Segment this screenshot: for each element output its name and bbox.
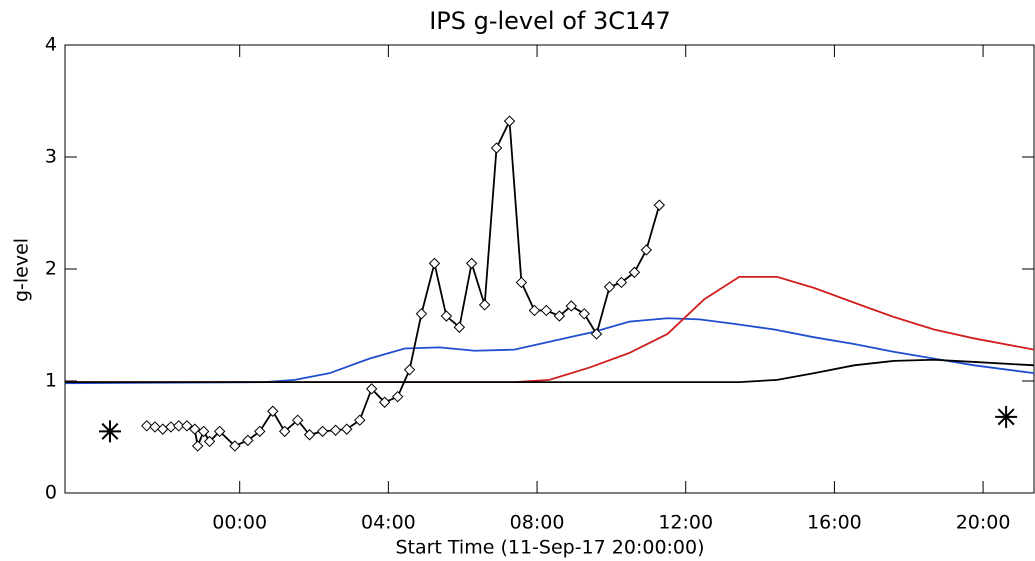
data-point bbox=[590, 328, 603, 340]
x-tick-label: 16:00 bbox=[807, 512, 862, 534]
data-point bbox=[329, 424, 342, 436]
data-point bbox=[515, 276, 528, 289]
data-point bbox=[303, 429, 316, 441]
series-line bbox=[146, 117, 661, 450]
x-tick-label: 08:00 bbox=[510, 512, 565, 534]
data-point bbox=[278, 425, 291, 438]
data-point bbox=[428, 257, 441, 270]
data-point bbox=[181, 420, 193, 432]
data-point bbox=[453, 321, 466, 333]
series-line bbox=[65, 275, 1035, 384]
plot-frame bbox=[64, 44, 1035, 494]
data-point bbox=[653, 199, 666, 211]
data-point bbox=[189, 423, 201, 435]
data-point bbox=[440, 310, 453, 322]
data-point bbox=[173, 420, 185, 432]
data-point bbox=[197, 425, 210, 438]
data-point bbox=[316, 425, 329, 438]
asterisk-marker bbox=[995, 405, 1018, 428]
data-point bbox=[378, 396, 391, 408]
data-point bbox=[391, 390, 404, 403]
y-axis-label: g-level bbox=[11, 238, 33, 302]
data-point bbox=[540, 304, 553, 317]
y-tick-label: 3 bbox=[45, 146, 57, 168]
x-tick-label: 20:00 bbox=[956, 512, 1011, 534]
series-line bbox=[65, 358, 1035, 384]
data-point bbox=[615, 276, 628, 289]
x-tick-label: 04:00 bbox=[361, 512, 416, 534]
x-tick-label: 12:00 bbox=[658, 512, 713, 534]
data-point bbox=[191, 440, 204, 452]
y-tick-label: 0 bbox=[45, 482, 57, 504]
x-tick-label: 00:00 bbox=[212, 512, 267, 534]
data-point bbox=[465, 257, 478, 270]
data-point bbox=[354, 414, 366, 426]
series-line bbox=[64, 317, 1035, 385]
data-point bbox=[528, 304, 541, 317]
y-tick-label: 2 bbox=[45, 258, 57, 280]
data-point bbox=[603, 281, 616, 293]
data-point bbox=[341, 423, 353, 435]
data-point bbox=[365, 383, 378, 395]
data-point bbox=[403, 364, 416, 376]
data-point bbox=[478, 299, 491, 311]
data-point bbox=[141, 420, 153, 432]
data-point bbox=[203, 435, 216, 448]
data-point bbox=[229, 440, 241, 452]
data-point bbox=[565, 300, 577, 312]
data-point bbox=[553, 310, 566, 322]
data-point bbox=[254, 425, 266, 438]
data-point bbox=[291, 414, 304, 426]
data-point bbox=[415, 308, 428, 320]
data-point bbox=[213, 425, 226, 438]
x-axis-label: Start Time (11-Sep-17 20:00:00) bbox=[395, 537, 704, 559]
data-point bbox=[490, 142, 503, 154]
data-point bbox=[640, 244, 653, 256]
chart-title: IPS g-level of 3C147 bbox=[429, 7, 671, 35]
y-tick-label: 1 bbox=[45, 370, 57, 392]
data-point bbox=[267, 405, 279, 417]
asterisk-marker bbox=[98, 420, 121, 443]
data-point bbox=[503, 115, 516, 127]
data-point bbox=[578, 308, 590, 320]
y-tick-label: 4 bbox=[45, 34, 57, 56]
data-point bbox=[628, 266, 641, 279]
data-point bbox=[242, 434, 254, 447]
